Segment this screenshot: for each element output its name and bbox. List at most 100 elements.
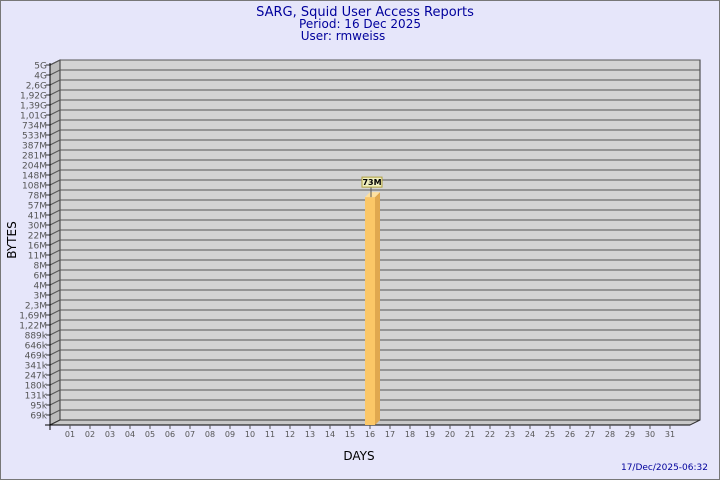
y-tick-label: 108M (22, 182, 47, 192)
x-tick-label: 11 (265, 430, 275, 439)
y-tick-connector (49, 119, 61, 126)
y-tick-label: 69k (30, 412, 47, 422)
y-tick-connector (49, 169, 61, 176)
y-tick-connector (49, 249, 61, 256)
x-tick-label: 27 (585, 430, 595, 439)
chart-subtitle-period: Period: 16 Dec 2025 (299, 17, 421, 31)
x-tick-label: 03 (105, 430, 115, 439)
y-tick-connector (49, 239, 61, 246)
y-tick-connector (49, 109, 61, 116)
chart-subtitle-user: User: rmweiss (301, 29, 385, 43)
x-tick-label: 14 (325, 430, 335, 439)
y-tick-connector (49, 399, 61, 406)
y-tick-connector (49, 139, 61, 146)
x-tick-label: 12 (285, 430, 295, 439)
y-tick-label: 41M (28, 212, 47, 222)
x-tick-label: 04 (125, 430, 135, 439)
y-tick-connector (49, 59, 61, 66)
y-tick-connector (49, 149, 61, 156)
y-tick-label: 4M (34, 282, 48, 292)
x-tick-label: 19 (425, 430, 435, 439)
x-tick-label: 22 (485, 430, 495, 439)
x-tick-label: 01 (65, 430, 75, 439)
x-tick-label: 26 (565, 430, 575, 439)
y-tick-label: 30M (28, 222, 47, 232)
x-axis-label: DAYS (343, 449, 374, 463)
y-tick-label: 1,92G (20, 92, 47, 102)
y-tick-connector (49, 199, 61, 206)
y-tick-label: 1,22M (19, 322, 47, 332)
y-tick-connector (49, 339, 61, 346)
y-tick-connector (49, 69, 61, 76)
y-tick-label: 131k (25, 392, 48, 402)
y-tick-label: 78M (28, 192, 47, 202)
y-tick-connector (49, 259, 61, 266)
y-tick-label: 6M (34, 272, 48, 282)
y-tick-connector (49, 409, 61, 416)
x-tick-label: 20 (445, 430, 455, 439)
y-tick-connector (49, 289, 61, 296)
y-tick-connector (49, 359, 61, 366)
y-tick-label: 11M (28, 252, 47, 262)
x-tick-label: 28 (605, 430, 615, 439)
y-tick-label: 1,69M (19, 312, 47, 322)
y-tick-label: 3M (34, 292, 48, 302)
y-tick-connector (49, 89, 61, 96)
x-tick-label: 05 (145, 430, 155, 439)
y-tick-label: 646k (25, 342, 48, 352)
x-tick-label: 13 (305, 430, 315, 439)
y-tick-label: 95k (30, 402, 47, 412)
y-tick-connector (49, 269, 61, 276)
y-tick-connector (49, 319, 61, 326)
y-tick-label: 2,3M (25, 302, 47, 312)
y-tick-label: 341k (25, 362, 48, 372)
y-tick-connector (49, 309, 61, 316)
y-tick-label: 16M (28, 242, 47, 252)
y-tick-label: 469k (25, 352, 48, 362)
y-tick-label: 1,39G (20, 102, 47, 112)
data-label: 73M (362, 178, 381, 187)
x-tick-label: 15 (345, 430, 355, 439)
chart-title: SARG, Squid User Access Reports (256, 5, 474, 20)
y-tick-connector (49, 219, 61, 226)
y-tick-label: 4G (34, 72, 47, 82)
y-tick-connector (49, 299, 61, 306)
x-tick-label: 21 (465, 430, 475, 439)
y-axis-label: BYTES (5, 221, 19, 258)
generated-timestamp: 17/Dec/2025-06:32 (621, 463, 708, 473)
x-tick-label: 31 (665, 430, 675, 439)
y-tick-label: 8M (34, 262, 48, 272)
x-tick-label: 18 (405, 430, 415, 439)
x-tick-label: 24 (525, 430, 535, 439)
bar-side-day-16 (375, 192, 380, 425)
x-tick-label: 23 (505, 430, 515, 439)
y-tick-connector (49, 379, 61, 386)
y-tick-label: 5G (34, 62, 47, 72)
bar-day-16 (365, 197, 375, 425)
y-tick-label: 2,6G (26, 82, 47, 92)
x-tick-label: 09 (225, 430, 235, 439)
y-tick-connector (49, 179, 61, 186)
y-tick-label: 247k (25, 372, 48, 382)
x-tick-label: 06 (165, 430, 175, 439)
x-tick-label: 10 (245, 430, 255, 439)
y-tick-label: 180k (25, 382, 48, 392)
x-tick-label: 02 (85, 430, 95, 439)
data-label-box (361, 176, 383, 188)
y-tick-connector (49, 209, 61, 216)
x-tick-label: 07 (185, 430, 195, 439)
y-tick-label: 734M (22, 122, 47, 132)
y-tick-label: 148M (22, 172, 47, 182)
y-tick-label: 889k (25, 332, 48, 342)
y-tick-connector (49, 79, 61, 86)
y-tick-connector (49, 279, 61, 286)
x-tick-label: 08 (205, 430, 215, 439)
y-tick-label: 1,01G (20, 112, 47, 122)
y-tick-label: 533M (22, 132, 47, 142)
y-tick-connector (49, 349, 61, 356)
bar-top-day-16 (365, 192, 380, 198)
y-tick-connector (49, 369, 61, 376)
y-tick-connector (49, 229, 61, 236)
y-tick-connector (49, 159, 61, 166)
